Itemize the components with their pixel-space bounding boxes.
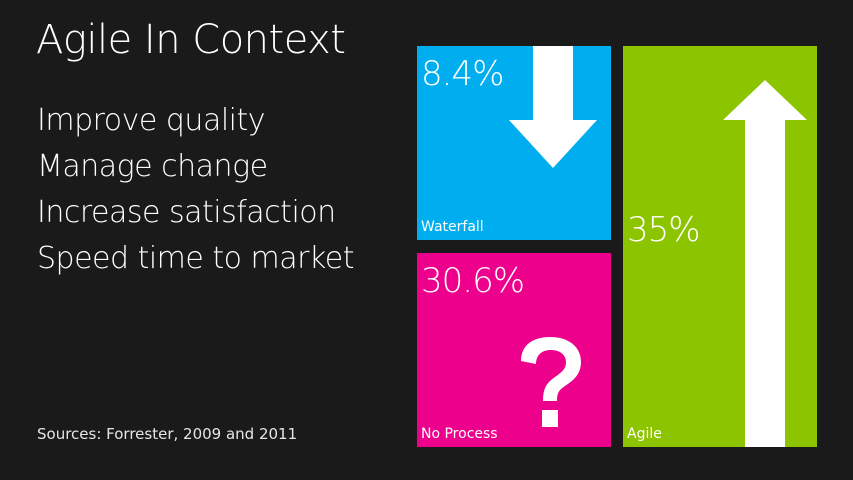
source-note: Sources: Forrester, 2009 and 2011 (37, 425, 298, 443)
bullet-item: Manage change (37, 149, 268, 184)
no-process-label: No Process (421, 426, 498, 442)
slide-title: Agile In Context (36, 17, 346, 63)
bullet-item: Improve quality (37, 103, 266, 138)
down-arrow-icon (509, 46, 597, 168)
up-arrow-icon (723, 80, 807, 447)
agile-tile: 35% Agile (623, 46, 817, 447)
agile-percent: 35% (627, 210, 701, 250)
no-process-tile: 30.6% No Process (417, 253, 611, 447)
agile-label: Agile (627, 426, 662, 442)
no-process-percent: 30.6% (421, 261, 525, 301)
bullet-item: Increase satisfaction (37, 195, 336, 230)
question-mark-icon (521, 337, 581, 427)
waterfall-tile: 8.4% Waterfall (417, 46, 611, 240)
bullet-item: Speed time to market (37, 241, 355, 276)
waterfall-percent: 8.4% (421, 54, 504, 94)
waterfall-label: Waterfall (421, 219, 484, 235)
bullet-list: Improve quality Manage change Increase s… (37, 98, 355, 282)
